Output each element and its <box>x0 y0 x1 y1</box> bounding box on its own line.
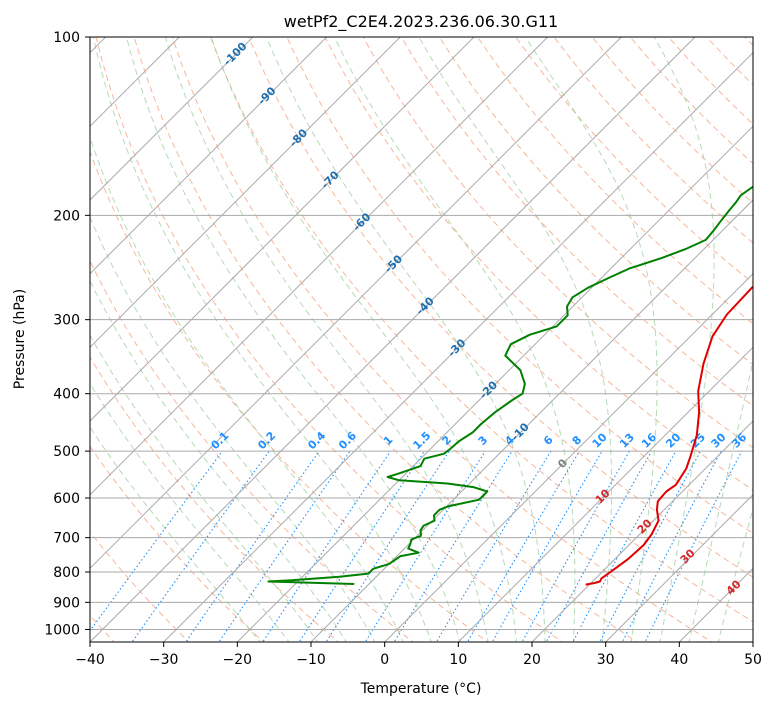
isotherm-line <box>90 37 402 349</box>
x-tick-label: 40 <box>670 652 688 668</box>
x-tick-label: −10 <box>296 652 326 668</box>
x-tick-label: 20 <box>523 652 541 668</box>
x-tick-label: 50 <box>744 652 762 668</box>
mixing-ratio-line <box>599 450 701 642</box>
x-tick-label: 30 <box>597 652 615 668</box>
dewpoint-line <box>267 185 753 585</box>
isotherm-line <box>604 493 753 642</box>
dry-adiabat <box>438 37 753 366</box>
mixing-ratio-line <box>185 450 320 642</box>
x-tick-label: 10 <box>449 652 467 668</box>
mixing-ratio-line <box>262 450 392 642</box>
x-tick-label: 0 <box>380 652 389 668</box>
chart-title: wetPf2_C2E4.2023.236.06.30.G11 <box>284 12 558 32</box>
mixing-ratio-line <box>218 450 351 642</box>
y-tick-label: 300 <box>53 313 80 329</box>
mixing-ratio-line <box>572 450 677 642</box>
profile-lines <box>267 185 753 586</box>
dry-adiabat <box>477 37 753 325</box>
isotherm-line <box>457 346 753 642</box>
isotherm-line <box>90 37 328 275</box>
y-tick-label: 400 <box>53 387 80 403</box>
mixing-ratio-line <box>325 450 450 642</box>
moist-adiabat <box>90 135 404 642</box>
y-tick-label: 800 <box>53 565 80 581</box>
y-tick-label: 1000 <box>44 622 80 638</box>
moist-adiabat <box>90 215 376 642</box>
plot-frame <box>89 36 754 643</box>
isotherm-line <box>236 125 753 642</box>
mixing-ratio-line <box>621 450 722 642</box>
y-tick-label: 600 <box>53 491 80 507</box>
y-tick-label: 700 <box>53 531 80 547</box>
y-tick-label: 100 <box>53 30 80 46</box>
y-tick-label: 500 <box>53 444 80 460</box>
dry-adiabat <box>90 259 414 642</box>
isotherm-line <box>531 420 753 642</box>
dry-adiabat <box>362 37 753 449</box>
mixing-ratio-line <box>90 450 223 632</box>
x-axis-label: Temperature (°C) <box>360 681 482 697</box>
isotherm-line <box>383 272 753 642</box>
temperature-line <box>585 285 753 586</box>
x-tick-label: −20 <box>223 652 253 668</box>
isotherm-line <box>90 37 623 570</box>
mixing-ratio-line <box>393 450 513 642</box>
dry-adiabat <box>248 37 753 578</box>
isotherm-line <box>90 37 549 496</box>
x-tick-label: −30 <box>149 652 179 668</box>
dry-adiabat <box>324 37 753 491</box>
background-lines <box>90 37 753 642</box>
isotherm-line <box>162 51 753 642</box>
x-tick-label: −40 <box>75 652 105 668</box>
axis-ticks: −40 −30 −20 −10 0 10 20 30 40 50 100 200 300 400 500 60… <box>44 30 762 668</box>
y-axis-label: Pressure (hPa) <box>12 289 28 389</box>
dry-adiabat <box>286 37 753 534</box>
mixing-ratio-line <box>131 450 270 642</box>
y-tick-label: 900 <box>53 595 80 611</box>
mixing-ratio-line <box>298 450 425 642</box>
mixing-ratio-line <box>466 450 580 642</box>
isotherm-line <box>90 37 475 422</box>
dry-adiabat <box>400 37 753 407</box>
isotherm-line <box>90 37 696 642</box>
isotherm-line <box>90 37 254 201</box>
y-tick-label: 200 <box>53 208 80 224</box>
